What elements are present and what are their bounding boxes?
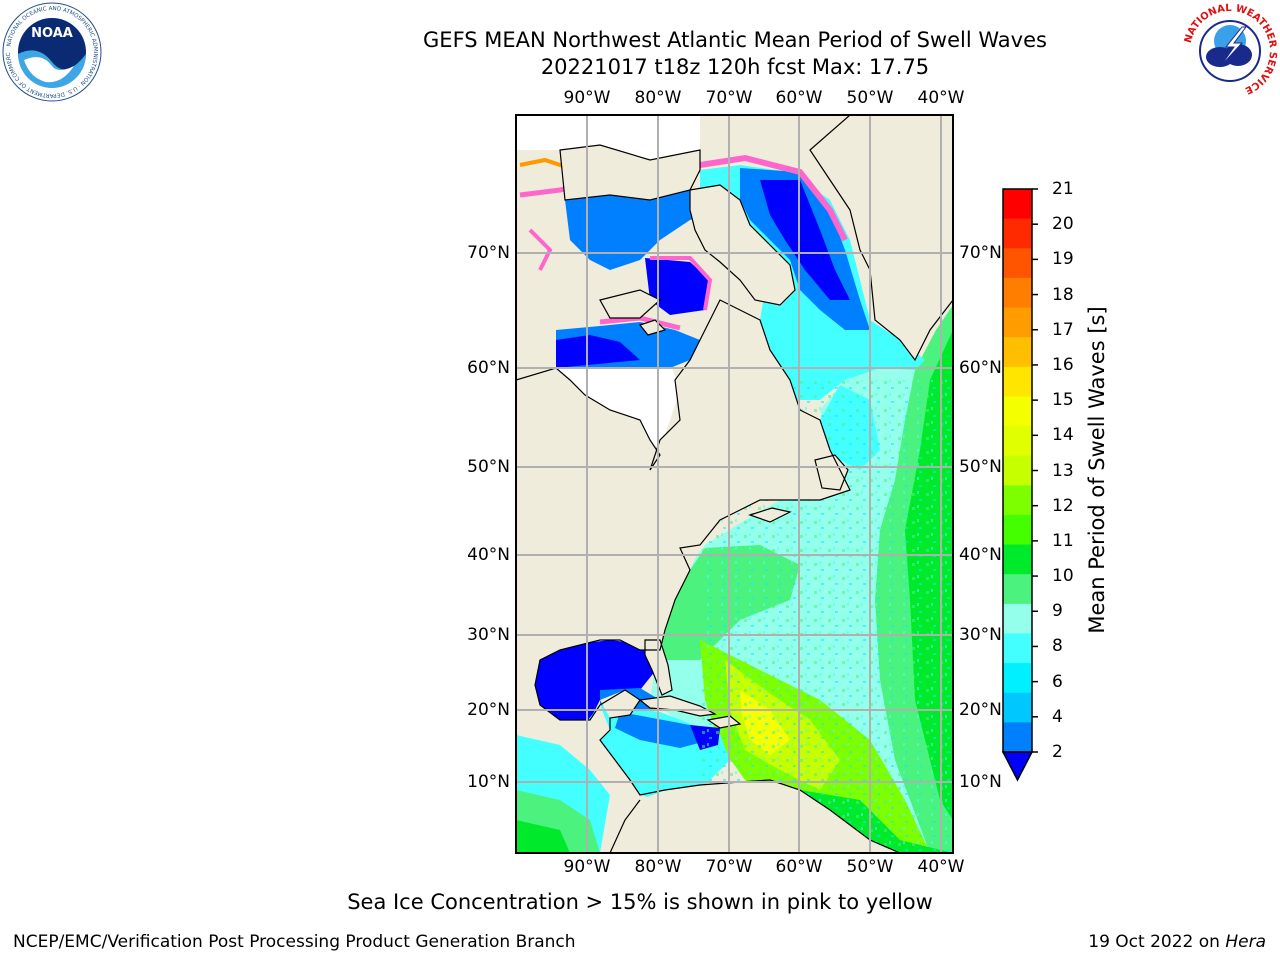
lat-label-left: 30°N (467, 625, 510, 645)
colorbar-tick-label: 14 (1052, 425, 1074, 446)
colorbar-segment (1003, 544, 1032, 575)
lon-label-top: 80°W (634, 88, 682, 108)
nws-logo: NATIONAL WEATHER SERVICE (1182, 3, 1278, 99)
svg-text:NOAA: NOAA (31, 26, 73, 41)
lat-label-right: 60°N (959, 358, 1002, 378)
colorbar-tick-label: 15 (1052, 390, 1074, 411)
colorbar-tick-label: 21 (1052, 179, 1074, 199)
credit-line: NCEP/EMC/Verification Post Processing Pr… (13, 932, 576, 952)
noaa-logo: NATIONAL OCEANIC AND ATMOSPHERIC ADMINIS… (2, 2, 102, 102)
colorbar-tick-label: 19 (1052, 249, 1074, 270)
colorbar-tick-label: 17 (1052, 319, 1074, 340)
colorbar-tick-label: 8 (1052, 636, 1063, 657)
lon-label-bottom: 40°W (917, 857, 965, 877)
colorbar-label: Mean Period of Swell Waves [s] (1085, 306, 1109, 634)
land-southampton (600, 290, 660, 318)
date-text: 19 Oct 2022 on (1088, 932, 1220, 952)
land-newfoundland (815, 455, 848, 490)
colorbar-segment (1003, 426, 1032, 457)
arctic-no-data (516, 115, 700, 160)
lat-label-right: 10°N (959, 772, 1002, 792)
arctic-channels (565, 185, 720, 270)
lon-label-top: 90°W (563, 88, 611, 108)
chart-subtitle: 20221017 t18z 120h fcst Max: 17.75 (540, 55, 930, 79)
lon-label-top: 60°W (775, 88, 823, 108)
colorbar-segment (1003, 663, 1032, 694)
lat-label-right: 50°N (959, 457, 1002, 477)
lat-label-left: 20°N (467, 700, 510, 720)
colorbar-segment (1003, 514, 1032, 546)
map-frame (515, 114, 954, 854)
land-greenland (810, 115, 953, 360)
eastern-pacific-green-2 (516, 820, 570, 853)
caribbean-blue (615, 712, 710, 748)
chart-title: GEFS MEAN Northwest Atlantic Mean Period… (423, 28, 1047, 52)
colorbar-segment (1003, 633, 1032, 664)
colorbar-tick-label: 16 (1052, 354, 1074, 375)
lon-label-top: 50°W (846, 88, 894, 108)
colorbar-segment (1003, 218, 1032, 249)
colorbar-segment (1003, 366, 1032, 397)
colorbar-tick-label: 9 (1052, 601, 1063, 622)
colorbar-segment (1003, 248, 1032, 279)
lat-label-right: 40°N (959, 545, 1002, 565)
lon-label-bottom: 50°W (846, 857, 894, 877)
land-baffin-island (690, 185, 795, 305)
arctic-ice-4 (650, 256, 713, 311)
colorbar-segment (1003, 485, 1032, 516)
colorbar-segment (1003, 722, 1032, 753)
colorbar-tick-label: 10 (1052, 566, 1074, 587)
host-name: Hera (1225, 932, 1266, 952)
colorbar-underflow-triangle (1001, 751, 1034, 782)
colorbar-tick-label: 11 (1052, 530, 1074, 551)
lon-label-bottom: 90°W (563, 857, 611, 877)
lat-label-right: 30°N (959, 625, 1002, 645)
lon-label-bottom: 60°W (775, 857, 823, 877)
lon-label-bottom: 80°W (634, 857, 682, 877)
colorbar-tick-label: 2 (1052, 742, 1063, 762)
colorbar-segment (1003, 189, 1032, 220)
lon-label-top: 70°W (705, 88, 753, 108)
lat-label-left: 10°N (467, 772, 510, 792)
colorbar-tick-label: 12 (1052, 495, 1074, 516)
graticule (516, 115, 953, 853)
baffin-bay-blue (760, 180, 850, 300)
colorbar-segment (1003, 455, 1032, 486)
lat-label-left: 50°N (467, 457, 510, 477)
colorbar-tick-label: 18 (1052, 284, 1074, 305)
gulf-of-mexico (535, 640, 660, 720)
date-line: 19 Oct 2022 on Hera (1088, 932, 1266, 952)
colorbar-segment (1003, 574, 1032, 605)
colorbar-segment (1003, 337, 1032, 368)
lat-label-left: 40°N (467, 545, 510, 565)
colorbar-tick-label: 13 (1052, 460, 1074, 481)
land-arctic-islands (560, 145, 700, 200)
lat-label-right: 70°N (959, 243, 1002, 263)
land-central-america (580, 738, 640, 800)
land-south-america (610, 780, 900, 853)
lat-label-left: 70°N (467, 243, 510, 263)
lat-label-right: 20°N (959, 700, 1002, 720)
lat-label-left: 60°N (467, 358, 510, 378)
hudson-bay-deep (556, 335, 640, 368)
colorbar-segment (1003, 277, 1032, 309)
colorbar-segment (1003, 603, 1032, 634)
colorbar-segment (1003, 396, 1032, 427)
colorbar-tick-label: 6 (1052, 671, 1063, 692)
lon-label-top: 40°W (917, 88, 965, 108)
colorbar-tick-label: 4 (1052, 706, 1063, 727)
colorbar-segment (1003, 307, 1032, 338)
sea-ice-footnote: Sea Ice Concentration > 15% is shown in … (347, 890, 933, 914)
arctic-ice-3 (528, 228, 553, 271)
foxe-basin (645, 258, 710, 315)
colorbar-segment (1003, 692, 1032, 723)
lon-label-bottom: 70°W (705, 857, 753, 877)
colorbar-tick-label: 20 (1052, 214, 1074, 235)
